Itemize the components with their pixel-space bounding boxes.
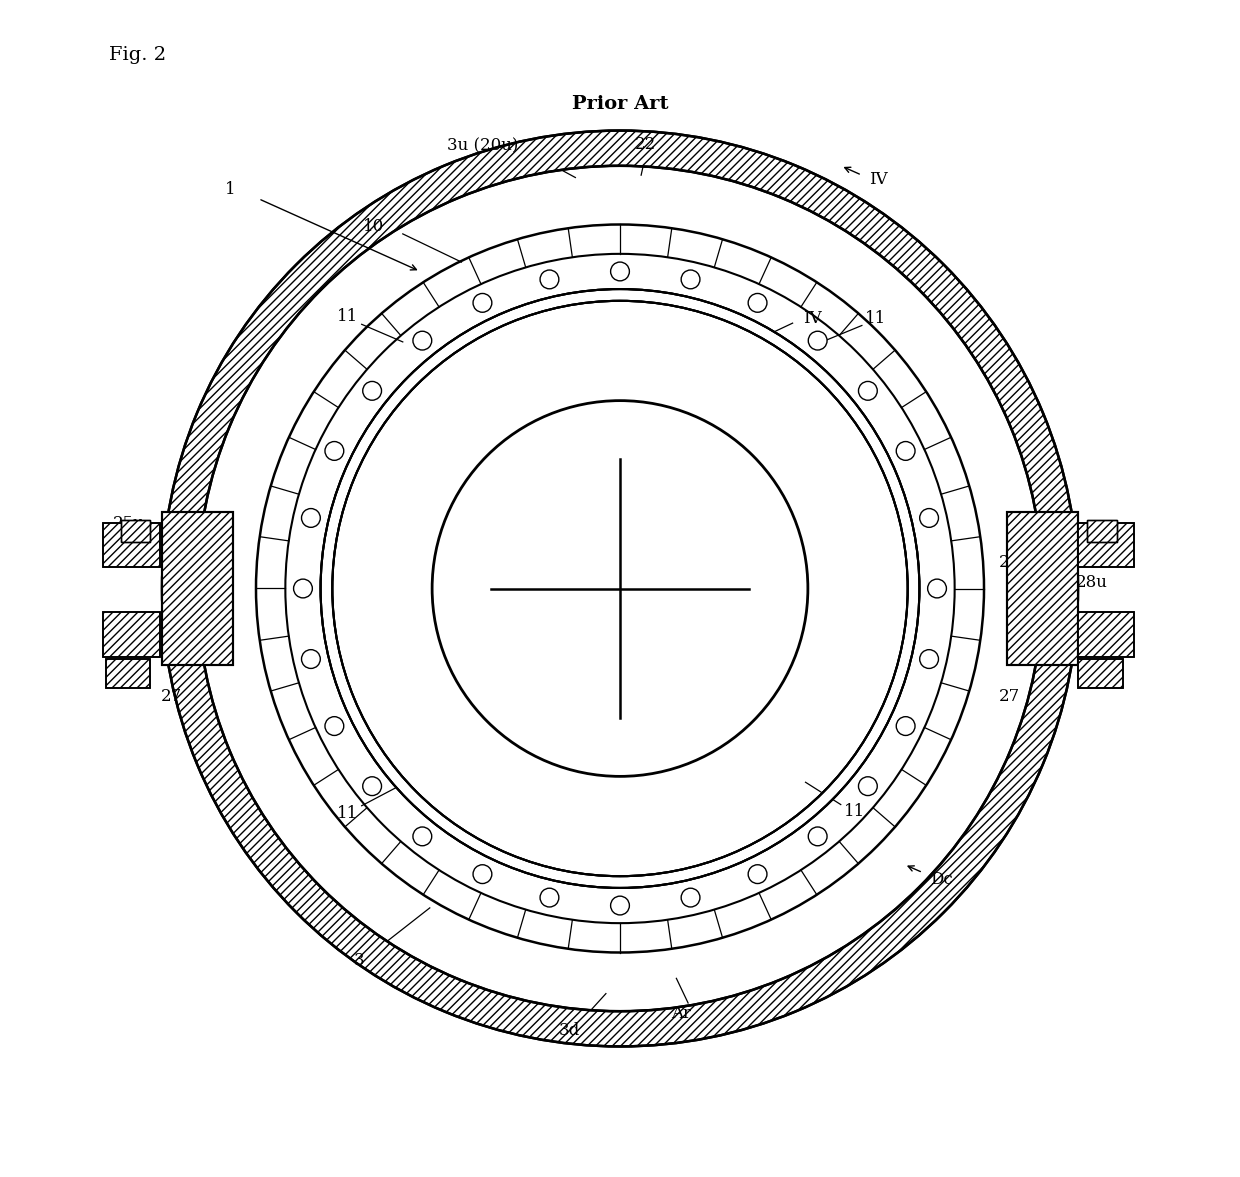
Text: 11: 11: [337, 805, 358, 823]
Bar: [1078, 523, 1135, 567]
Circle shape: [413, 331, 432, 350]
Circle shape: [363, 777, 382, 796]
Bar: [1007, 512, 1078, 665]
Bar: [1078, 612, 1135, 657]
Circle shape: [610, 896, 630, 915]
Text: 25d: 25d: [1037, 641, 1068, 658]
Text: 26: 26: [166, 554, 187, 571]
Text: 11: 11: [866, 310, 887, 327]
Circle shape: [363, 381, 382, 400]
Text: 25u: 25u: [113, 516, 145, 532]
Bar: [103, 612, 160, 657]
Bar: [103, 612, 160, 657]
Circle shape: [325, 717, 343, 736]
Circle shape: [294, 579, 312, 598]
Text: 27: 27: [999, 689, 1021, 705]
Text: 28d: 28d: [1076, 545, 1109, 561]
Circle shape: [858, 381, 877, 400]
Bar: [1007, 512, 1078, 665]
Bar: [105, 659, 150, 689]
Bar: [103, 523, 160, 567]
Text: 22: 22: [635, 137, 656, 153]
Circle shape: [301, 650, 320, 669]
Circle shape: [541, 889, 559, 907]
Circle shape: [541, 270, 559, 288]
Wedge shape: [321, 290, 919, 887]
Circle shape: [472, 865, 492, 884]
Text: 26: 26: [999, 554, 1021, 571]
Bar: [1078, 523, 1135, 567]
Bar: [1078, 659, 1122, 689]
Bar: [103, 523, 160, 567]
Text: Fig. 2: Fig. 2: [109, 46, 166, 64]
Text: 3u (20u): 3u (20u): [446, 138, 518, 154]
Circle shape: [325, 441, 343, 460]
Text: 25d: 25d: [113, 630, 145, 646]
Wedge shape: [162, 131, 1078, 1046]
Bar: [122, 520, 150, 541]
Circle shape: [808, 331, 827, 350]
Wedge shape: [255, 225, 985, 952]
Text: 11: 11: [337, 307, 358, 325]
Circle shape: [748, 293, 768, 312]
Circle shape: [301, 508, 320, 527]
Circle shape: [681, 889, 699, 907]
Bar: [162, 512, 233, 665]
Circle shape: [432, 400, 808, 777]
Circle shape: [748, 865, 768, 884]
Bar: [1087, 520, 1117, 541]
Bar: [1078, 659, 1122, 689]
Circle shape: [920, 508, 939, 527]
Text: IV: IV: [869, 172, 888, 188]
Text: 11: 11: [844, 803, 866, 820]
Circle shape: [472, 293, 492, 312]
Text: Prior Art: Prior Art: [572, 95, 668, 113]
Bar: [1087, 520, 1117, 541]
Circle shape: [928, 579, 946, 598]
Bar: [105, 659, 150, 689]
Text: IV: IV: [804, 310, 822, 327]
Text: 3d: 3d: [559, 1022, 580, 1038]
Text: 1: 1: [224, 181, 236, 198]
Circle shape: [897, 717, 915, 736]
Text: 10: 10: [363, 219, 384, 235]
Circle shape: [858, 777, 877, 796]
Text: Ar: Ar: [671, 1005, 691, 1022]
Circle shape: [808, 827, 827, 846]
Text: 27: 27: [161, 689, 182, 705]
Circle shape: [681, 270, 699, 288]
Circle shape: [413, 827, 432, 846]
Circle shape: [897, 441, 915, 460]
Text: 3: 3: [353, 952, 365, 969]
Circle shape: [610, 262, 630, 281]
Text: Dc: Dc: [930, 871, 954, 889]
Bar: [1078, 612, 1135, 657]
Text: 25u: 25u: [1037, 512, 1068, 528]
Circle shape: [920, 650, 939, 669]
Bar: [162, 512, 233, 665]
Text: 28u: 28u: [1076, 574, 1109, 591]
Bar: [122, 520, 150, 541]
